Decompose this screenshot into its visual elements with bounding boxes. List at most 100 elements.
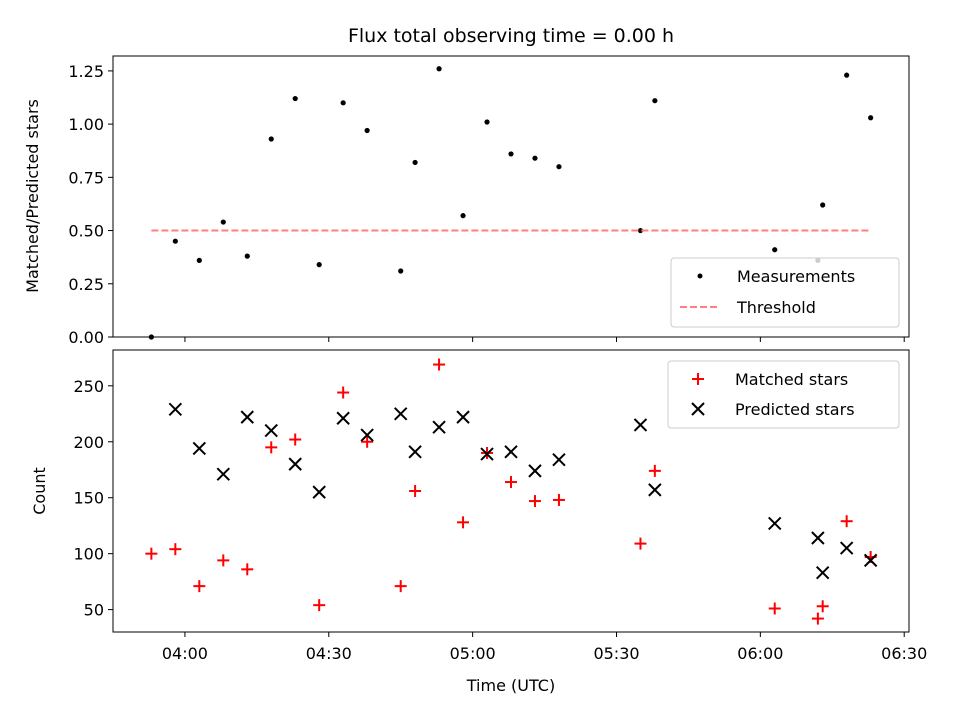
predicted-stars-point bbox=[240, 410, 254, 424]
predicted-stars-point bbox=[480, 447, 494, 461]
matched-stars-point bbox=[265, 441, 278, 454]
legend-label-threshold: Threshold bbox=[736, 298, 816, 317]
top-y-tick-label: 0.50 bbox=[68, 222, 104, 241]
measurements-point bbox=[292, 95, 298, 102]
predicted-stars-point bbox=[264, 423, 278, 438]
matched-stars-point bbox=[217, 554, 230, 567]
bottom-legend: Matched stars Predicted stars bbox=[667, 360, 900, 429]
predicted-stars-point bbox=[528, 464, 542, 478]
top-panel: Matched/Predicted stars 0.00 0.25 0.50 0.75… bbox=[23, 55, 910, 347]
predicted-stars-point bbox=[192, 441, 207, 456]
predicted-stars-point bbox=[648, 483, 662, 497]
bottom-y-ticks: 50 100 150 200 250 bbox=[73, 377, 113, 620]
measurements-point bbox=[364, 127, 370, 134]
top-y-tick-label: 0.25 bbox=[68, 275, 104, 294]
bottom-x-tick-label: 06:30 bbox=[881, 644, 927, 663]
predicted-stars-point bbox=[456, 410, 470, 424]
matched-stars-point bbox=[648, 464, 661, 477]
bottom-axes-frame bbox=[112, 349, 910, 633]
matched-stars-point bbox=[634, 537, 647, 550]
predicted-stars-point bbox=[815, 565, 830, 580]
measurements-point bbox=[268, 136, 274, 142]
bottom-x-axis-label: Time (UTC) bbox=[466, 676, 555, 695]
top-y-tick-label: 0.75 bbox=[68, 168, 104, 187]
top-x-ticks bbox=[184, 337, 905, 342]
legend-label-matched-stars: Matched stars bbox=[735, 370, 848, 389]
legend-marker-predicted-stars bbox=[691, 402, 705, 416]
predicted-stars-point bbox=[863, 553, 878, 568]
matched-stars-point bbox=[313, 599, 326, 612]
matched-stars-point bbox=[145, 547, 158, 560]
measurements-point bbox=[772, 247, 778, 253]
legend-marker-measurements bbox=[697, 273, 703, 279]
predicted-stars-point bbox=[552, 452, 566, 467]
measurements-point bbox=[868, 115, 874, 121]
bottom-data-marks bbox=[145, 358, 878, 625]
top-y-tick-label: 0.00 bbox=[68, 328, 104, 347]
top-axes-frame bbox=[112, 55, 910, 338]
matched-stars-point bbox=[816, 600, 829, 613]
matched-stars-point bbox=[433, 358, 446, 371]
measurements-point bbox=[398, 268, 404, 274]
bottom-x-tick-label: 05:00 bbox=[450, 644, 496, 663]
measurements-point bbox=[316, 262, 322, 268]
matched-stars-point bbox=[768, 602, 781, 615]
measurements-point bbox=[340, 100, 346, 106]
predicted-stars-point bbox=[216, 467, 230, 481]
measurements-point bbox=[220, 219, 226, 225]
measurements-point bbox=[412, 159, 418, 166]
bottom-y-axis-label: Count bbox=[30, 467, 49, 515]
measurements-point bbox=[532, 155, 538, 161]
top-chart-title: Flux total observing time = 0.00 h bbox=[348, 25, 674, 47]
predicted-stars-point bbox=[288, 457, 302, 471]
top-y-ticks: 0.00 0.25 0.50 0.75 1.00 1.25 bbox=[68, 62, 113, 347]
predicted-stars-point bbox=[168, 402, 183, 417]
predicted-stars-point bbox=[839, 541, 854, 555]
bottom-y-tick-label: 200 bbox=[73, 433, 104, 452]
top-legend-box bbox=[670, 257, 900, 328]
matched-stars-point bbox=[552, 493, 565, 506]
predicted-stars-point bbox=[408, 445, 422, 459]
predicted-stars-point bbox=[394, 407, 408, 421]
measurements-point bbox=[244, 253, 250, 259]
top-y-tick-label: 1.25 bbox=[68, 62, 104, 81]
bottom-y-tick-label: 150 bbox=[73, 489, 104, 508]
matched-stars-point bbox=[394, 580, 407, 593]
measurements-point bbox=[844, 72, 850, 78]
matched-stars-point bbox=[505, 476, 517, 489]
predicted-stars-point bbox=[768, 516, 782, 531]
matched-stars-point bbox=[241, 563, 254, 576]
predicted-stars-point bbox=[336, 411, 350, 425]
matched-stars-point bbox=[528, 495, 541, 508]
predicted-stars-point bbox=[432, 420, 446, 434]
measurements-point bbox=[652, 98, 658, 104]
measurements-point bbox=[460, 213, 466, 219]
bottom-x-tick-label: 04:00 bbox=[162, 644, 208, 663]
measurements-point bbox=[196, 257, 202, 263]
predicted-stars-point bbox=[360, 428, 374, 442]
legend-marker-matched-stars bbox=[692, 373, 704, 385]
bottom-x-tick-label: 06:00 bbox=[737, 644, 783, 663]
measurements-point bbox=[820, 202, 826, 208]
bottom-y-tick-label: 100 bbox=[73, 545, 104, 564]
measurements-point bbox=[172, 238, 178, 244]
legend-label-predicted-stars: Predicted stars bbox=[735, 400, 855, 419]
bottom-legend-box bbox=[667, 360, 900, 429]
measurements-point bbox=[556, 164, 562, 170]
bottom-x-ticks: 04:00 04:30 05:00 05:30 06:00 06:30 bbox=[162, 632, 927, 663]
matched-stars-point bbox=[169, 543, 182, 556]
predicted-stars-point bbox=[504, 445, 518, 459]
matched-stars-point bbox=[337, 386, 350, 399]
matched-stars-point bbox=[193, 580, 206, 593]
top-y-tick-label: 1.00 bbox=[68, 115, 104, 134]
matched-stars-point bbox=[289, 433, 302, 446]
top-data-marks bbox=[148, 66, 874, 340]
predicted-stars-point bbox=[811, 531, 825, 545]
bottom-x-tick-label: 05:30 bbox=[593, 644, 639, 663]
bottom-y-tick-label: 50 bbox=[84, 601, 104, 620]
predicted-stars-point bbox=[633, 418, 648, 432]
top-y-axis-label: Matched/Predicted stars bbox=[23, 99, 42, 293]
legend-label-measurements: Measurements bbox=[737, 267, 855, 286]
